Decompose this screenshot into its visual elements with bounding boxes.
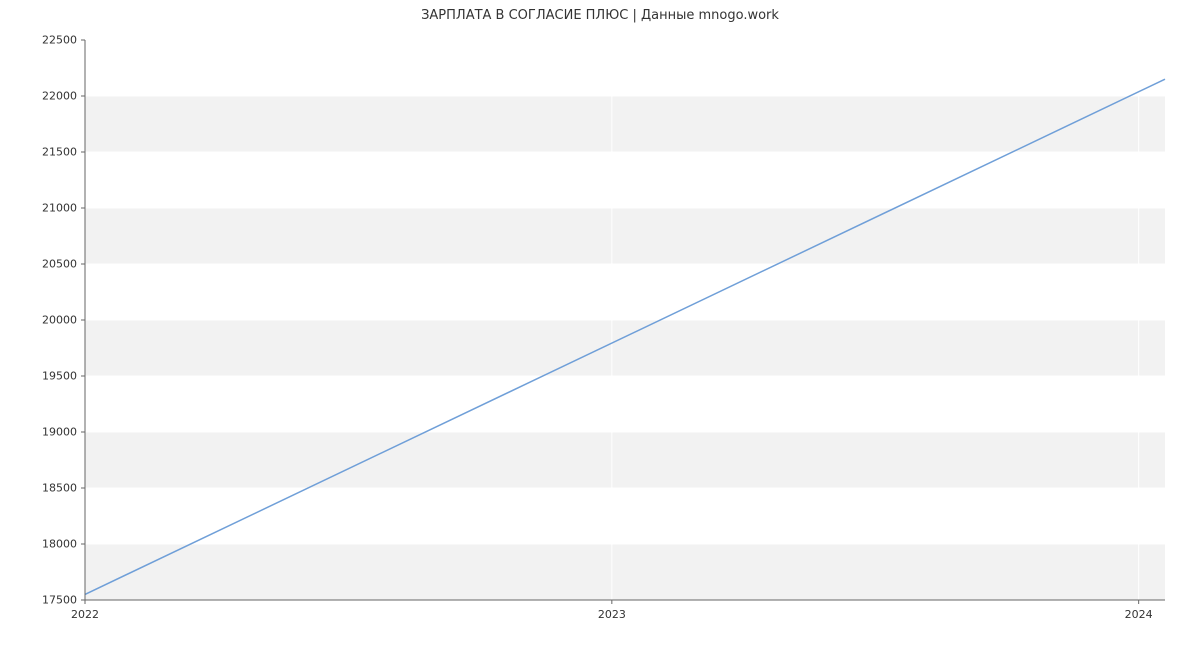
y-tick-label: 18500 (42, 482, 77, 495)
y-tick-label: 22500 (42, 34, 77, 47)
y-tick-label: 19500 (42, 370, 77, 383)
chart-container: ЗАРПЛАТА В СОГЛАСИЕ ПЛЮС | Данные mnogo.… (0, 0, 1200, 650)
y-tick-label: 21000 (42, 202, 77, 215)
y-tick-label: 20500 (42, 258, 77, 271)
grid-band (85, 544, 1165, 600)
chart-svg (85, 40, 1165, 600)
y-tick-label: 17500 (42, 594, 77, 607)
grid-band (85, 208, 1165, 264)
grid-band (85, 40, 1165, 96)
y-tick-label: 21500 (42, 146, 77, 159)
x-tick-label: 2024 (1125, 608, 1153, 621)
grid-band (85, 488, 1165, 544)
grid-band (85, 376, 1165, 432)
grid-band (85, 432, 1165, 488)
y-tick-label: 19000 (42, 426, 77, 439)
x-tick-label: 2022 (71, 608, 99, 621)
chart-title: ЗАРПЛАТА В СОГЛАСИЕ ПЛЮС | Данные mnogo.… (0, 8, 1200, 23)
grid-band (85, 264, 1165, 320)
y-tick-label: 22000 (42, 90, 77, 103)
x-tick-label: 2023 (598, 608, 626, 621)
grid-band (85, 96, 1165, 152)
plot-area (85, 40, 1165, 600)
grid-band (85, 152, 1165, 208)
grid-band (85, 320, 1165, 376)
y-tick-label: 20000 (42, 314, 77, 327)
y-tick-label: 18000 (42, 538, 77, 551)
